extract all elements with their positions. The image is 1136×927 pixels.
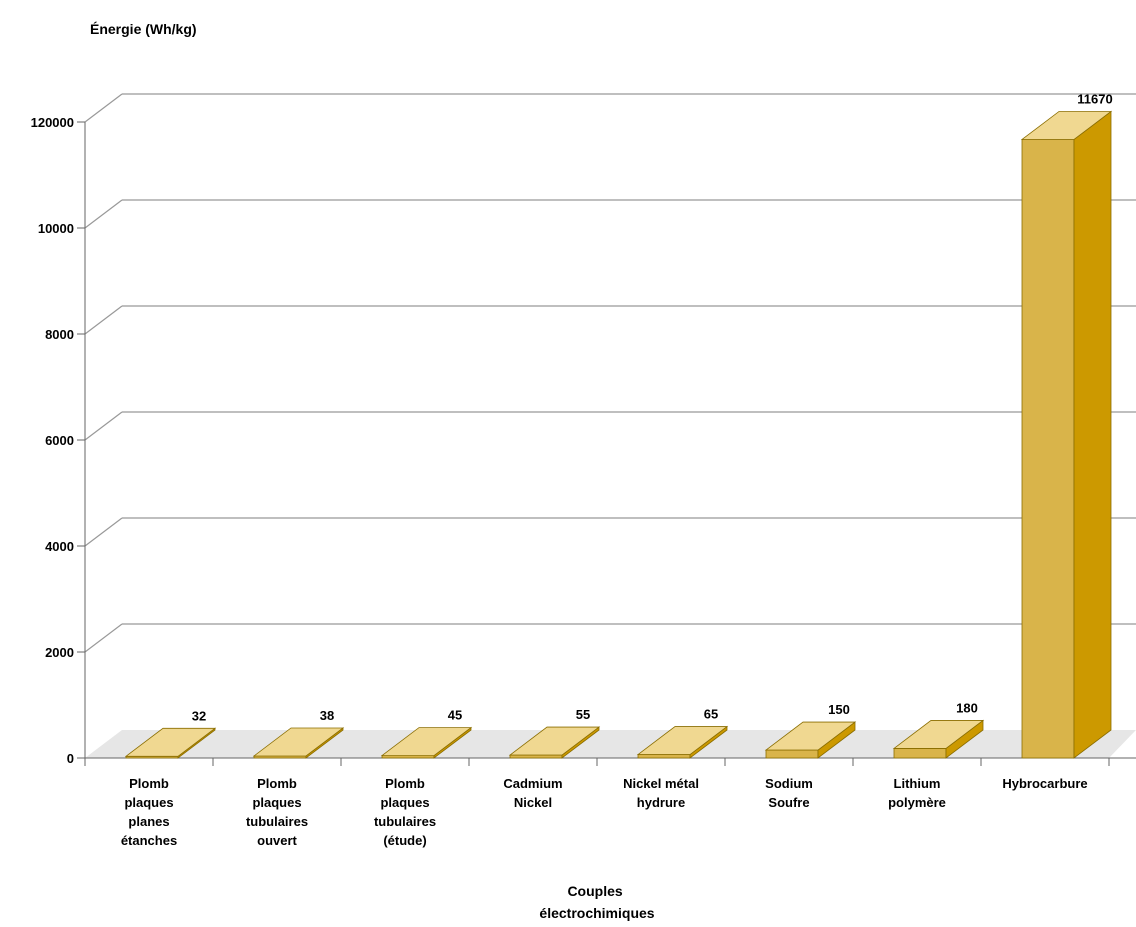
x-tick-label-line: Plomb bbox=[257, 776, 297, 791]
x-tick-label-line: (étude) bbox=[383, 833, 426, 848]
bar-front bbox=[893, 748, 947, 759]
chart-floor bbox=[85, 730, 1136, 758]
axes bbox=[77, 121, 1136, 766]
x-axis-label: Couples électrochimiques bbox=[539, 883, 654, 921]
bar-top bbox=[636, 726, 729, 755]
data-label: 55 bbox=[576, 707, 590, 722]
data-label: 11670 bbox=[1077, 91, 1112, 106]
bar bbox=[252, 727, 345, 759]
x-tick-label-line: polymère bbox=[888, 795, 946, 810]
bar-front bbox=[637, 754, 691, 759]
x-tick-label-line: plaques bbox=[380, 795, 429, 810]
bar-side bbox=[1073, 110, 1112, 759]
x-tick-label-line: Soufre bbox=[768, 795, 809, 810]
bar bbox=[508, 726, 601, 759]
grid-line-diagonal bbox=[84, 517, 123, 547]
grid-line-diagonal bbox=[84, 623, 123, 653]
grid-line-diagonal bbox=[84, 305, 123, 335]
bar bbox=[892, 719, 985, 759]
bar-front bbox=[509, 754, 563, 759]
x-tick-label-line: ouvert bbox=[257, 833, 297, 848]
y-tick-labels: 0 2000 4000 6000 8000 10000 120000 bbox=[31, 115, 74, 766]
y-tick-label: 6000 bbox=[45, 433, 74, 448]
bar bbox=[636, 725, 729, 759]
x-tick-label: Sodium Soufre bbox=[765, 776, 813, 810]
floor-plane bbox=[85, 730, 1136, 758]
x-tick-label-line: Sodium bbox=[765, 776, 813, 791]
bar bbox=[764, 721, 857, 759]
y-tick-label: 0 bbox=[67, 751, 74, 766]
bar-top bbox=[764, 721, 857, 751]
data-label: 45 bbox=[448, 708, 462, 723]
x-tick-label-line: tubulaires bbox=[374, 814, 436, 829]
bar-top bbox=[508, 726, 601, 756]
x-tick-label-line: Plomb bbox=[385, 776, 425, 791]
y-tick-label: 10000 bbox=[38, 221, 74, 236]
x-tick-label-line: Cadmium bbox=[503, 776, 562, 791]
x-tick-label-line: Plomb bbox=[129, 776, 169, 791]
x-tick-labels: Plomb plaques planes étanches Plomb plaques tu… bbox=[121, 776, 1088, 848]
y-tick-label: 120000 bbox=[31, 115, 74, 130]
bar bbox=[124, 727, 217, 759]
x-tick-label-line: hydrure bbox=[637, 795, 685, 810]
data-label: 38 bbox=[320, 708, 334, 723]
grid-line-diagonal bbox=[84, 199, 123, 229]
grid-line-diagonal bbox=[84, 93, 123, 123]
x-tick-label-line: Hybrocarbure bbox=[1002, 776, 1087, 791]
bar-top bbox=[124, 727, 217, 757]
value-labels: 32 38 45 55 65 150 180 11670 bbox=[192, 91, 1113, 723]
x-tick-label-line: plaques bbox=[124, 795, 173, 810]
x-tick-label-line: étanches bbox=[121, 833, 177, 848]
bar-top bbox=[380, 727, 473, 757]
x-tick-label-line: Nickel bbox=[514, 795, 552, 810]
x-tick-label: Plomb plaques tubulaires ouvert bbox=[246, 776, 308, 848]
data-label: 150 bbox=[828, 702, 850, 717]
x-tick-label-line: tubulaires bbox=[246, 814, 308, 829]
x-tick-label: Plomb plaques tubulaires (étude) bbox=[374, 776, 436, 848]
x-tick-label-line: Nickel métal bbox=[623, 776, 699, 791]
x-tick-label: Cadmium Nickel bbox=[503, 776, 562, 810]
x-axis-label-line-2: électrochimiques bbox=[539, 905, 654, 921]
bar bbox=[380, 726, 473, 759]
bar bbox=[1020, 110, 1113, 759]
y-tick-label: 4000 bbox=[45, 539, 74, 554]
x-tick-label: Hybrocarbure bbox=[1002, 776, 1087, 791]
x-tick-label: Nickel métal hydrure bbox=[623, 776, 699, 810]
x-tick-label: Lithium polymère bbox=[888, 776, 946, 810]
bar-front bbox=[1021, 139, 1075, 759]
y-tick-label: 2000 bbox=[45, 645, 74, 660]
x-tick-label-line: planes bbox=[128, 814, 169, 829]
x-axis-label-line-1: Couples bbox=[567, 883, 622, 899]
y-axis-label: Énergie (Wh/kg) bbox=[90, 21, 197, 37]
bars bbox=[124, 110, 1113, 759]
x-tick-label-line: Lithium bbox=[894, 776, 941, 791]
bar-front bbox=[765, 749, 819, 759]
bar-top bbox=[1020, 111, 1113, 140]
x-tick-label-line: plaques bbox=[252, 795, 301, 810]
data-label: 180 bbox=[956, 700, 978, 715]
x-tick-label: Plomb plaques planes étanches bbox=[121, 776, 177, 848]
data-label: 65 bbox=[704, 707, 718, 722]
data-label: 32 bbox=[192, 708, 206, 723]
grid-line-diagonal bbox=[84, 411, 123, 441]
grid-lines bbox=[84, 93, 1136, 653]
bar-top bbox=[252, 727, 345, 757]
y-tick-label: 8000 bbox=[45, 327, 74, 342]
bar-top bbox=[892, 720, 985, 749]
